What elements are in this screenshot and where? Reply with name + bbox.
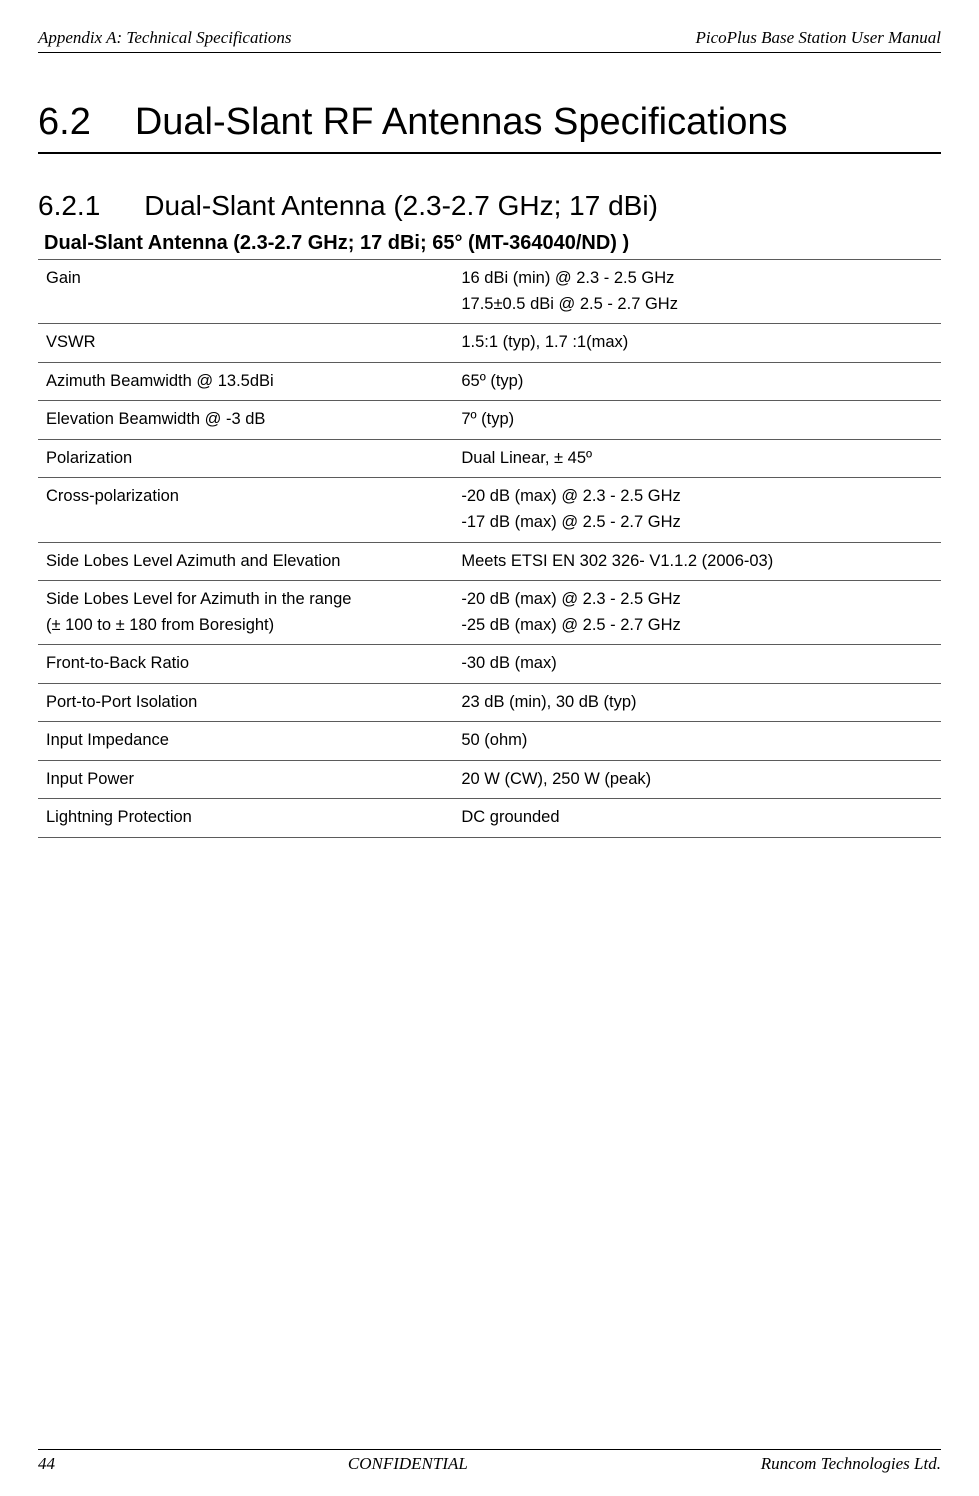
- table-row: Lightning Protection DC grounded: [38, 799, 941, 838]
- spec-value-line: Meets ETSI EN 302 326- V1.1.2 (2006-03): [461, 549, 933, 575]
- spec-key: Front-to-Back Ratio: [38, 645, 453, 684]
- section-title: Dual-Slant RF Antennas Specifications: [135, 101, 788, 144]
- spec-value-line: Dual Linear, ± 45º: [461, 446, 933, 472]
- spec-key: Cross-polarization: [38, 478, 453, 542]
- subsection-title: Dual-Slant Antenna (2.3-2.7 GHz; 17 dBi): [144, 190, 658, 222]
- spec-value-line: 1.5:1 (typ), 1.7 :1(max): [461, 330, 933, 356]
- spec-value-line: 7º (typ): [461, 407, 933, 433]
- spec-value: 7º (typ): [453, 401, 941, 440]
- spec-key-line: (± 100 to ± 180 from Boresight): [46, 613, 445, 639]
- section-number: 6.2: [38, 101, 91, 144]
- spec-key-line: Side Lobes Level for Azimuth in the rang…: [46, 587, 445, 613]
- spec-key-line: Input Power: [46, 767, 445, 793]
- table-row: Side Lobes Level Azimuth and Elevation Me…: [38, 542, 941, 581]
- spec-value: DC grounded: [453, 799, 941, 838]
- spec-value-line: 50 (ohm): [461, 728, 933, 754]
- spec-value-line: 65º (typ): [461, 369, 933, 395]
- spec-key-line: Gain: [46, 266, 445, 292]
- spec-value: -20 dB (max) @ 2.3 - 2.5 GHz-25 dB (max)…: [453, 581, 941, 645]
- table-row: Cross-polarization -20 dB (max) @ 2.3 - 2…: [38, 478, 941, 542]
- spec-value: -20 dB (max) @ 2.3 - 2.5 GHz-17 dB (max)…: [453, 478, 941, 542]
- spec-key-line: Front-to-Back Ratio: [46, 651, 445, 677]
- page-header: Appendix A: Technical Specifications Pic…: [38, 28, 941, 53]
- spec-value-line: DC grounded: [461, 805, 933, 831]
- spec-value-line: -25 dB (max) @ 2.5 - 2.7 GHz: [461, 613, 933, 639]
- spec-value-line: -17 dB (max) @ 2.5 - 2.7 GHz: [461, 510, 933, 536]
- spec-value: 23 dB (min), 30 dB (typ): [453, 683, 941, 722]
- table-row: Input Impedance 50 (ohm): [38, 722, 941, 761]
- spec-value-line: -20 dB (max) @ 2.3 - 2.5 GHz: [461, 484, 933, 510]
- spec-key-line: Azimuth Beamwidth @ 13.5dBi: [46, 369, 445, 395]
- spec-value: 1.5:1 (typ), 1.7 :1(max): [453, 324, 941, 363]
- header-right: PicoPlus Base Station User Manual: [695, 28, 941, 48]
- spec-value-line: 16 dBi (min) @ 2.3 - 2.5 GHz: [461, 266, 933, 292]
- spec-value: 65º (typ): [453, 362, 941, 401]
- page-footer: 44 CONFIDENTIAL Runcom Technologies Ltd.: [0, 1449, 979, 1474]
- spec-value-line: -30 dB (max): [461, 651, 933, 677]
- spec-key-line: Polarization: [46, 446, 445, 472]
- table-row: VSWR 1.5:1 (typ), 1.7 :1(max): [38, 324, 941, 363]
- table-row: Input Power 20 W (CW), 250 W (peak): [38, 760, 941, 799]
- spec-value: Meets ETSI EN 302 326- V1.1.2 (2006-03): [453, 542, 941, 581]
- spec-key: Lightning Protection: [38, 799, 453, 838]
- spec-value: 20 W (CW), 250 W (peak): [453, 760, 941, 799]
- spec-value-line: 23 dB (min), 30 dB (typ): [461, 690, 933, 716]
- spec-key: VSWR: [38, 324, 453, 363]
- section-heading: 6.2 Dual-Slant RF Antennas Specification…: [38, 101, 941, 154]
- footer-confidential: CONFIDENTIAL: [348, 1454, 468, 1474]
- spec-value: 16 dBi (min) @ 2.3 - 2.5 GHz17.5±0.5 dBi…: [453, 260, 941, 324]
- table-row: Gain 16 dBi (min) @ 2.3 - 2.5 GHz17.5±0.5…: [38, 260, 941, 324]
- footer-company: Runcom Technologies Ltd.: [761, 1454, 941, 1474]
- table-row: Azimuth Beamwidth @ 13.5dBi 65º (typ): [38, 362, 941, 401]
- spec-value-line: 20 W (CW), 250 W (peak): [461, 767, 933, 793]
- spec-key-line: VSWR: [46, 330, 445, 356]
- spec-key: Port-to-Port Isolation: [38, 683, 453, 722]
- table-row: Elevation Beamwidth @ -3 dB 7º (typ): [38, 401, 941, 440]
- spec-key-line: Port-to-Port Isolation: [46, 690, 445, 716]
- spec-key-line: Cross-polarization: [46, 484, 445, 510]
- spec-key-line: Side Lobes Level Azimuth and Elevation: [46, 549, 445, 575]
- spec-key-line: Elevation Beamwidth @ -3 dB: [46, 407, 445, 433]
- spec-key-line: Lightning Protection: [46, 805, 445, 831]
- spec-key: Input Power: [38, 760, 453, 799]
- spec-key-line: Input Impedance: [46, 728, 445, 754]
- table-row: Polarization Dual Linear, ± 45º: [38, 439, 941, 478]
- spec-key: Side Lobes Level for Azimuth in the rang…: [38, 581, 453, 645]
- spec-value: 50 (ohm): [453, 722, 941, 761]
- table-row: Front-to-Back Ratio -30 dB (max): [38, 645, 941, 684]
- table-row: Side Lobes Level for Azimuth in the rang…: [38, 581, 941, 645]
- spec-value: -30 dB (max): [453, 645, 941, 684]
- spec-value-line: -20 dB (max) @ 2.3 - 2.5 GHz: [461, 587, 933, 613]
- footer-rule: [38, 1449, 941, 1450]
- footer-page-number: 44: [38, 1454, 55, 1474]
- spec-value: Dual Linear, ± 45º: [453, 439, 941, 478]
- spec-key: Polarization: [38, 439, 453, 478]
- header-left: Appendix A: Technical Specifications: [38, 28, 292, 48]
- subsection-number: 6.2.1: [38, 190, 100, 222]
- spec-key: Input Impedance: [38, 722, 453, 761]
- spec-key: Elevation Beamwidth @ -3 dB: [38, 401, 453, 440]
- table-row: Port-to-Port Isolation 23 dB (min), 30 dB…: [38, 683, 941, 722]
- table-caption: Dual-Slant Antenna (2.3-2.7 GHz; 17 dBi;…: [44, 232, 941, 255]
- spec-table: Gain 16 dBi (min) @ 2.3 - 2.5 GHz17.5±0.5…: [38, 259, 941, 838]
- subsection-heading: 6.2.1 Dual-Slant Antenna (2.3-2.7 GHz; 1…: [38, 190, 941, 222]
- spec-key: Azimuth Beamwidth @ 13.5dBi: [38, 362, 453, 401]
- spec-value-line: 17.5±0.5 dBi @ 2.5 - 2.7 GHz: [461, 292, 933, 318]
- spec-key: Gain: [38, 260, 453, 324]
- spec-key: Side Lobes Level Azimuth and Elevation: [38, 542, 453, 581]
